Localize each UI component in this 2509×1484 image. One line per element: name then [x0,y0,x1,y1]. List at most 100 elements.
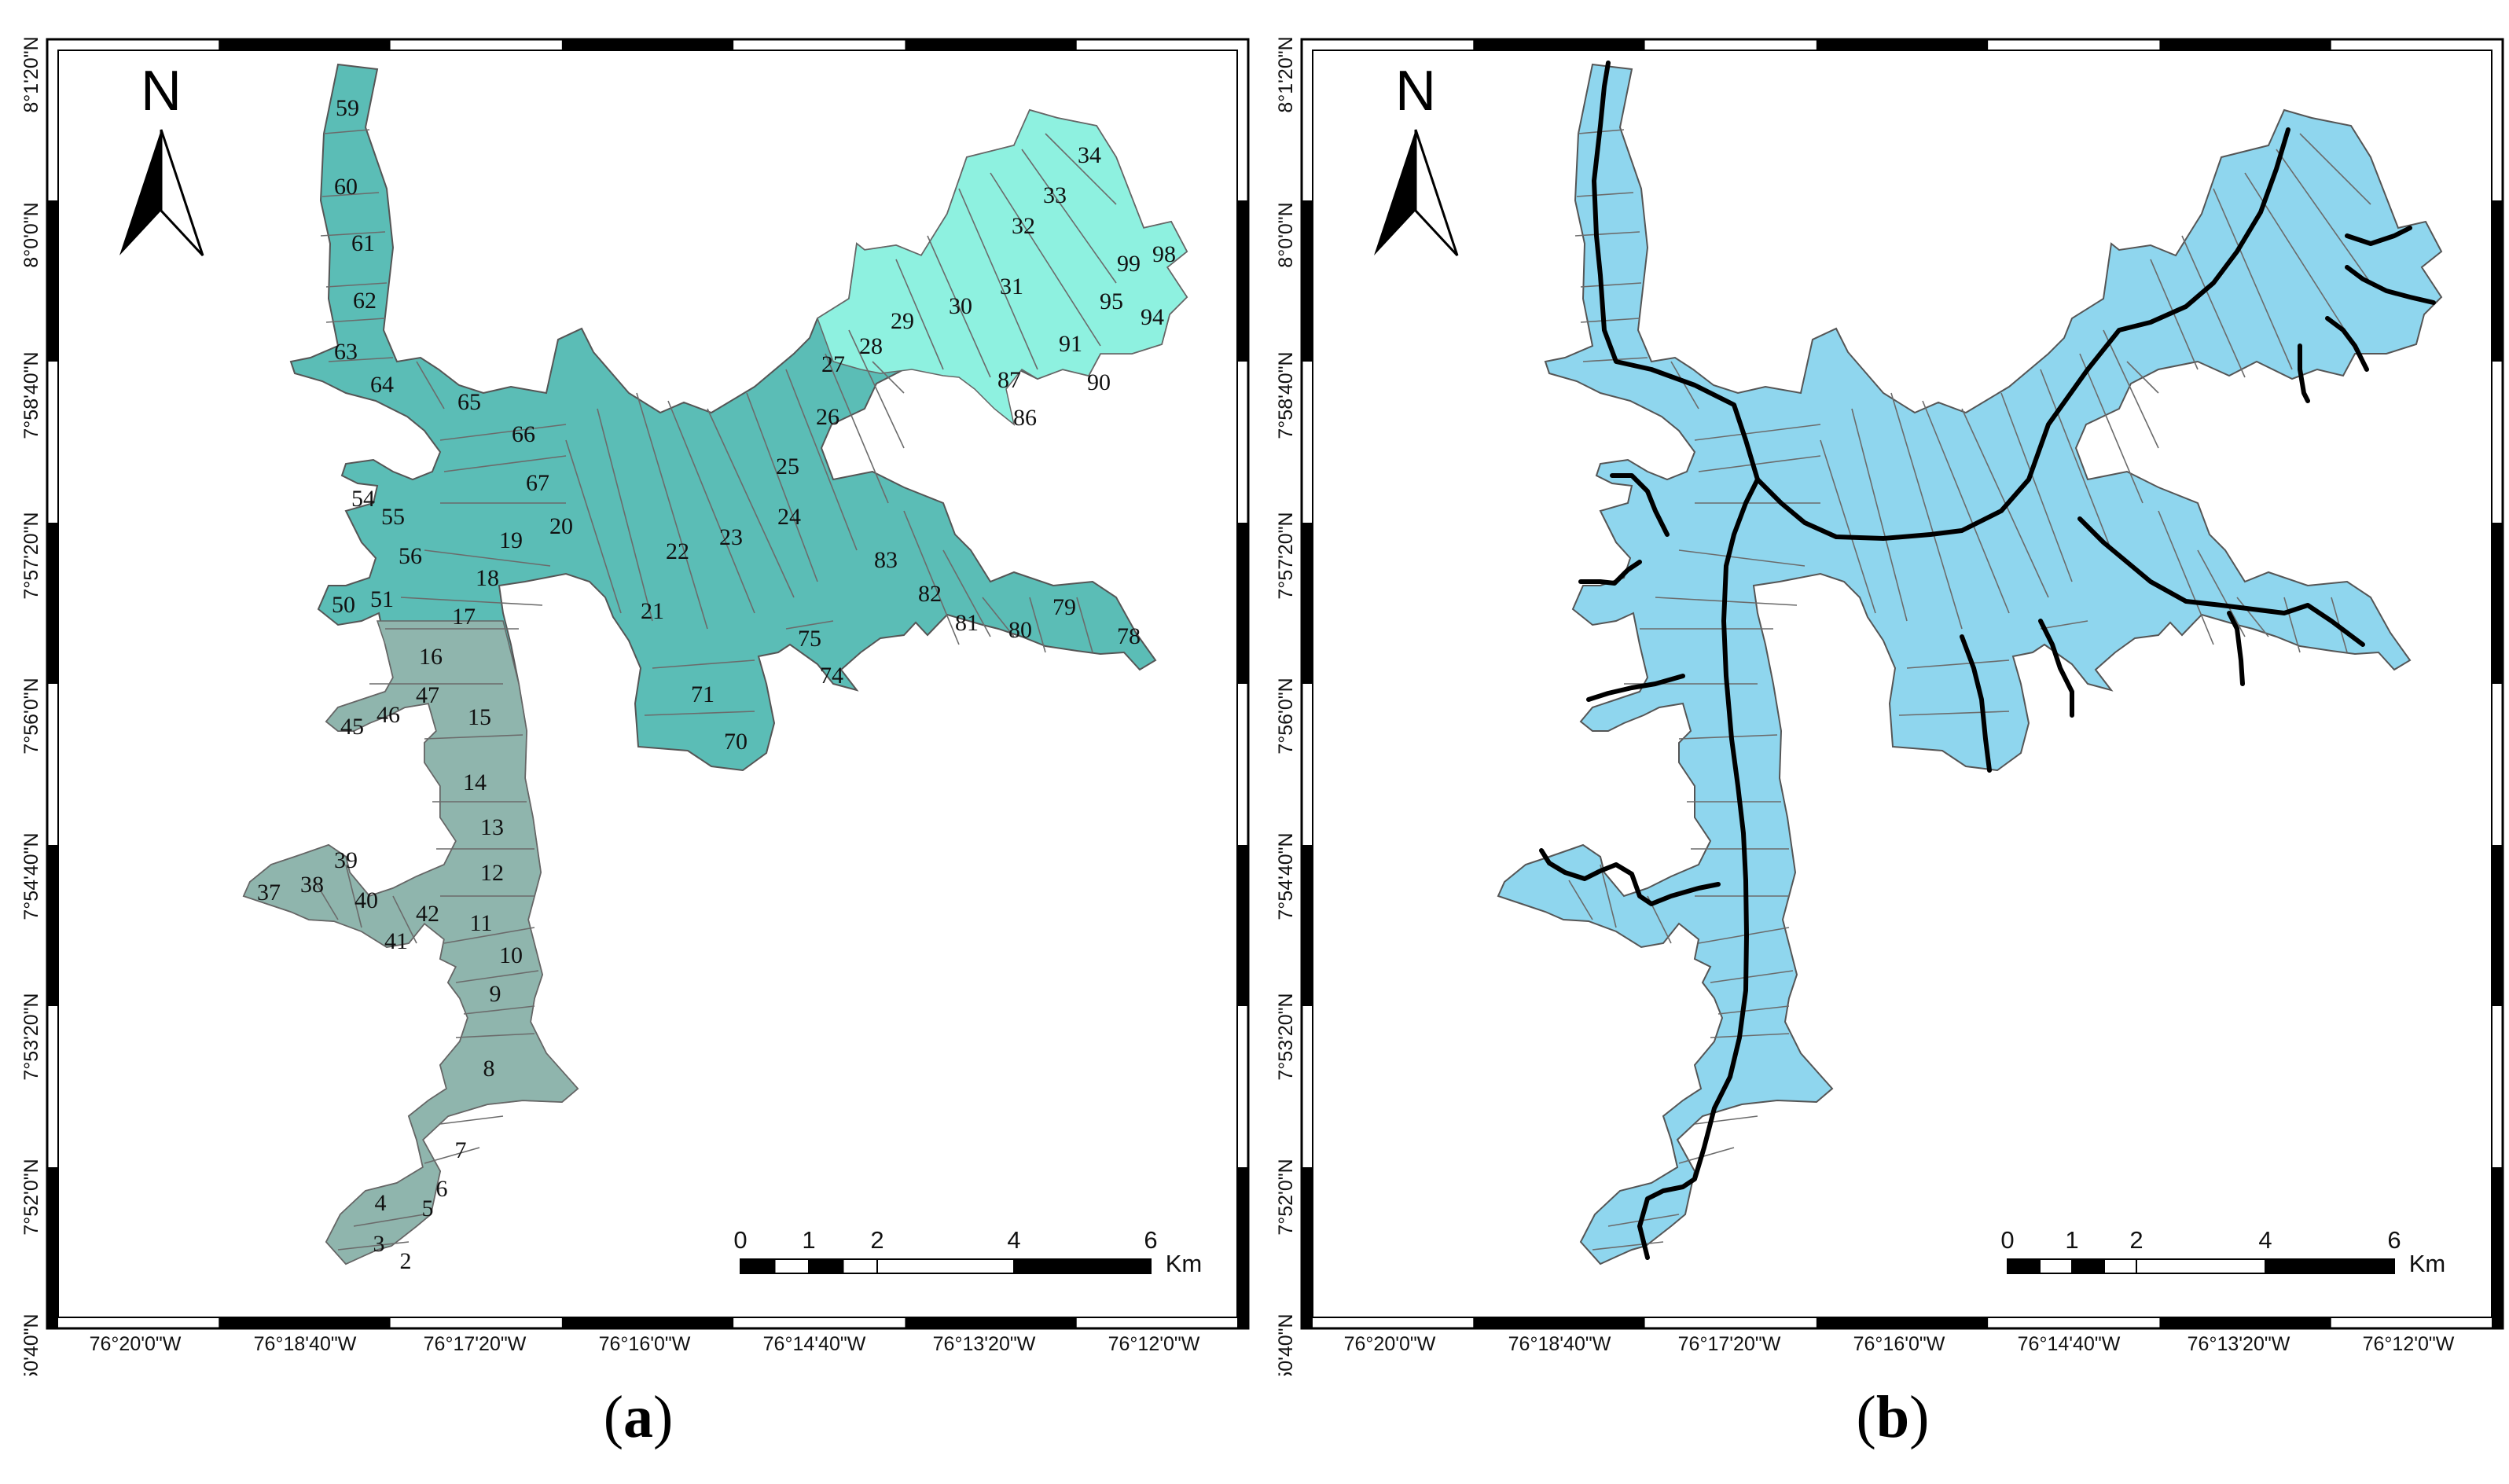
zone-boundary-line [2103,329,2159,449]
zone-boundary-line [2150,259,2199,370]
stream-line [1592,61,1760,482]
zone-label: 27 [821,351,845,377]
scale-bar-segment [808,1258,844,1274]
zone-boundary-line [1717,1005,1790,1015]
zone-label: 15 [468,704,491,730]
zone-boundary-line [707,408,795,598]
north-label: N [141,60,182,123]
zone-label: 2 [400,1248,412,1274]
frame-tick-top [2159,39,2331,50]
zone-label: 23 [719,524,743,550]
zone-label: 75 [798,626,821,652]
zone-boundary-line [785,369,858,551]
frame-tick-left [1302,845,1313,1006]
zone-boundary-line [2276,149,2371,284]
frame-tick-top [1816,39,1989,50]
zone-boundary-line [1851,408,1908,622]
zone-boundary-line [2040,369,2112,551]
longitude-label: 76°17'20"W [1678,1333,1781,1355]
zone-label: 31 [1000,274,1023,299]
frame-tick-bottom [219,1317,391,1328]
zone-label: 80 [1008,617,1032,643]
zone-boundary-line [320,231,386,237]
zone-boundary-line [1568,880,1593,920]
scale-unit-label: Km [2409,1250,2446,1277]
frame-tick-right [1237,200,1248,362]
frame-tick-left [47,523,58,684]
zone-boundary-line [325,318,386,323]
zone-boundary-line [982,597,1015,637]
zone-label: 11 [470,910,493,936]
zone-boundary-line [848,329,905,449]
scale-tick-label: 0 [2000,1226,2014,1254]
longitude-label: 76°18'40"W [254,1333,357,1355]
map-figure-a: 8°1'20"N 8°0'0"N 7°58'40"N 7°57'20"N 7°56'0"… [20,36,1250,1376]
longitude-label: 76°16'0"W [1853,1333,1945,1355]
zone-boundary-line [2299,133,2371,205]
longitude-label: 76°14'40"W [763,1333,866,1355]
zone-boundary-line [597,408,653,622]
zone-boundary-line [1580,282,1642,288]
frame-tick-top [905,39,1077,50]
frame-tick-right [2492,845,2503,1006]
zone-label: 66 [512,421,535,447]
scale-tick-label: 6 [2387,1226,2401,1254]
frame-tick-right [2492,200,2503,362]
longitude-label: 76°12'0"W [2363,1333,2455,1355]
frame-tick-left [1302,523,1313,684]
zone-boundary-line [903,510,960,645]
zone-boundary-line [2000,392,2073,582]
longitude-label: 76°13'20"W [933,1333,1036,1355]
zone-boundary-line [2213,188,2293,370]
zone-boundary-line [1890,392,1963,630]
zone-label: 79 [1052,594,1076,620]
zone-boundary-line [325,282,388,288]
north-arrow-icon [1374,130,1416,255]
stream-line [2298,343,2310,403]
latitude-label: 7°54'40"N [1275,832,1297,920]
scale-bar-segment [2071,1258,2105,1274]
frame-tick-left [1302,1167,1313,1328]
north-label: N [1395,60,1436,123]
stream-line [2325,316,2369,372]
zone-boundary-line [1021,149,1117,284]
frame-tick-top [561,39,734,50]
zone-label: 37 [257,880,281,905]
zone-label: 60 [334,174,358,200]
longitude-label: 76°16'0"W [599,1333,691,1355]
latitude-label: 7°57'20"N [20,512,42,599]
zone-label: 30 [949,293,972,319]
zone-label: 46 [377,702,400,728]
stream-line [2345,265,2436,305]
scale-bar-segment [740,1258,776,1274]
zone-boundary-line [337,1241,410,1251]
zone-boundary-line [1045,133,1117,205]
latitude-label: 7°53'20"N [1275,993,1297,1080]
zone-group-northeast [817,109,1188,426]
zone-label: 78 [1117,623,1141,649]
zone-label: 39 [334,847,358,873]
latitude-label: 7°52'0"N [20,1159,42,1235]
scale-tick-label: 2 [870,1226,883,1254]
longitude-label: 76°17'20"W [424,1333,527,1355]
zone-boundary-line [1698,927,1790,944]
scale-tick-label: 2 [2129,1226,2143,1254]
zone-label: 81 [955,610,979,636]
longitude-label: 76°20'0"W [90,1333,182,1355]
zone-boundaries [1568,129,2371,1251]
longitude-label: 76°12'0"W [1108,1333,1200,1355]
zone-boundary-line [463,1005,535,1015]
zone-label: 50 [332,592,355,618]
zone-boundary-line [565,439,622,614]
scale-tick-label: 4 [1007,1226,1020,1254]
zone-label: 40 [354,887,378,913]
latitude-label: 7°56'0"N [20,678,42,754]
longitude-label: 76°20'0"W [1344,1333,1436,1355]
latitude-label: 7°58'40"N [20,351,42,439]
latitude-label: 7°50'40"N [1275,1313,1297,1376]
zone-boundary-line [328,357,394,362]
frame-tick-right [1237,845,1248,1006]
longitude-label: 76°14'40"W [2018,1333,2121,1355]
zone-boundary-line [927,235,991,378]
scale-bar-segment [2265,1258,2395,1274]
